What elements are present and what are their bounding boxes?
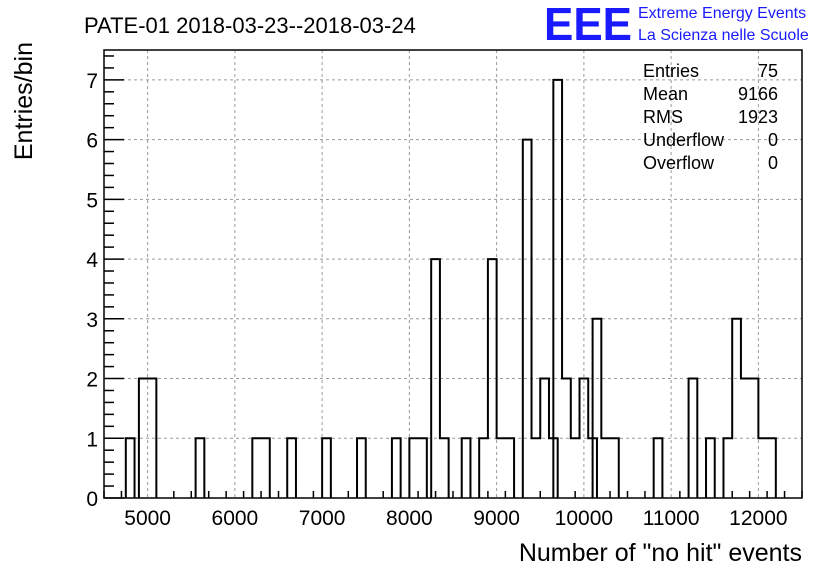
x-tick-label: 6000 [212, 507, 259, 530]
y-tick-label: 0 [86, 488, 98, 511]
y-tick-label: 6 [86, 130, 98, 153]
histogram-bin [610, 438, 619, 498]
histogram-bin [553, 80, 562, 498]
histogram-bin [706, 438, 715, 498]
histogram-bin [440, 438, 449, 498]
x-tick-label: 12000 [729, 507, 787, 530]
histogram-bin [505, 438, 514, 498]
stats-label: Overflow [643, 153, 715, 173]
x-tick-label: 9000 [473, 507, 520, 530]
stats-label: Underflow [643, 130, 725, 150]
y-axis-title: Entries/bin [10, 42, 38, 160]
histogram-bin [571, 438, 580, 498]
stats-value: 9166 [738, 84, 778, 104]
histogram-line [124, 78, 777, 498]
logo-line1: Extreme Energy Events [638, 5, 806, 22]
histogram-bin [654, 438, 663, 498]
chart-title: PATE-01 2018-03-23--2018-03-24 [84, 13, 416, 38]
x-tick-label: 10000 [555, 507, 613, 530]
histogram-bin [287, 438, 296, 498]
axis-ticks [103, 55, 803, 499]
x-tick-label: 5000 [124, 507, 171, 530]
eee-logo: EEE Extreme Energy Events La Scienza nel… [544, 0, 809, 50]
stats-label: Mean [643, 84, 688, 104]
histogram-bin [601, 438, 610, 498]
logo-mark: EEE [544, 0, 632, 50]
stats-label: Entries [643, 61, 699, 81]
histogram-bin [357, 438, 366, 498]
histogram-bin [261, 438, 270, 498]
stats-value: 1923 [738, 107, 778, 127]
x-axis-title: Number of "no hit" events [519, 539, 802, 567]
histogram-bin [462, 438, 471, 498]
x-tick-label: 11000 [643, 507, 700, 530]
histogram-bin [252, 438, 261, 498]
x-tick-label: 8000 [386, 507, 433, 530]
y-tick-label: 7 [86, 70, 98, 93]
y-tick-label: 2 [86, 369, 98, 392]
y-tick-label: 5 [86, 189, 98, 212]
x-tick-labels: 5000 6000 7000 8000 9000 10000 11000 12000 [124, 507, 787, 530]
stats-label: RMS [643, 107, 683, 127]
y-tick-label: 4 [86, 249, 98, 272]
stats-box: Entries 75 Mean 9166 RMS 1923 Underflow 0 Overfl… [643, 61, 778, 173]
histogram-bin [409, 438, 418, 498]
x-tick-label: 7000 [299, 507, 346, 530]
stats-value: 0 [768, 153, 778, 173]
histogram-bin [767, 438, 776, 498]
histogram-bin [723, 438, 732, 498]
histogram-bin [732, 319, 741, 498]
stats-value: 0 [768, 130, 778, 150]
histogram-bin [196, 438, 205, 498]
logo-line2: La Scienza nelle Scuole [638, 27, 809, 44]
stats-value: 75 [758, 61, 778, 81]
histogram-bin [418, 438, 427, 498]
y-tick-labels: 0 1 2 3 4 5 6 7 [86, 70, 98, 511]
histogram-bin [758, 438, 767, 498]
histogram-bin [322, 438, 331, 498]
histogram-bin [392, 438, 401, 498]
histogram-bin [532, 438, 541, 498]
histogram-bin [497, 438, 506, 498]
histogram-bin [479, 438, 488, 498]
y-tick-label: 3 [86, 309, 98, 332]
y-tick-label: 1 [86, 428, 98, 451]
histogram-bin [126, 438, 135, 498]
